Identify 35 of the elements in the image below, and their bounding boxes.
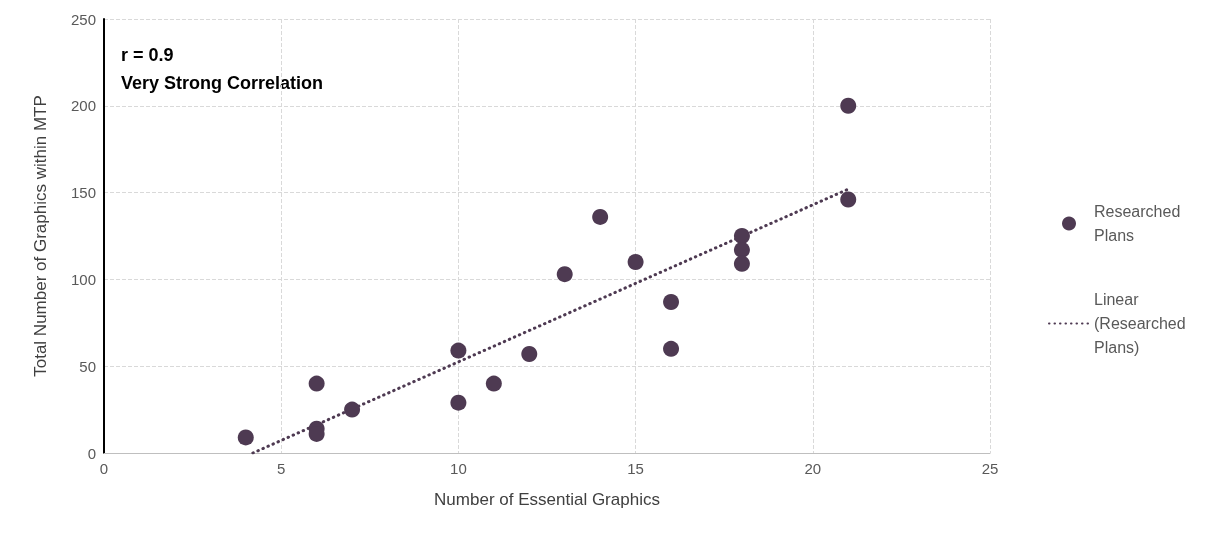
x-tick-label: 0 — [99, 460, 109, 477]
x-tick-label: 25 — [981, 460, 999, 477]
point — [663, 293, 680, 310]
point — [733, 255, 750, 272]
point — [237, 429, 254, 446]
point — [450, 394, 467, 411]
y-axis-title: Total Number of Graphics within MTP — [31, 95, 50, 377]
y-tick-label: 50 — [79, 357, 96, 375]
annotation: r = 0.9 — [121, 45, 174, 65]
x-tick-label: 15 — [627, 460, 644, 477]
y-tick-label: 200 — [70, 97, 96, 115]
point — [308, 375, 325, 392]
point — [521, 346, 538, 363]
point — [663, 340, 680, 357]
point — [592, 208, 609, 225]
x-axis-title: Number of Essential Graphics — [434, 490, 660, 509]
legend-label: Linear (Researched Plans) — [1094, 291, 1191, 356]
point — [627, 254, 644, 271]
x-tick-label: 20 — [804, 460, 822, 477]
point — [840, 97, 857, 114]
x-tick-label: 10 — [450, 460, 467, 477]
point — [733, 228, 750, 244]
legend-label: Researched Plans — [1094, 203, 1185, 244]
point — [485, 375, 502, 392]
y-tick-label: 100 — [70, 270, 96, 288]
point — [556, 266, 573, 283]
point — [840, 191, 857, 208]
x-tick-label: 5 — [277, 460, 286, 477]
annotation: Very Strong Correlation — [121, 73, 324, 93]
point — [344, 401, 361, 418]
y-tick-label: 150 — [70, 184, 96, 202]
point — [450, 342, 467, 359]
point — [733, 241, 750, 258]
y-tick-label: 0 — [87, 444, 96, 462]
y-tick-label: 250 — [70, 10, 96, 28]
